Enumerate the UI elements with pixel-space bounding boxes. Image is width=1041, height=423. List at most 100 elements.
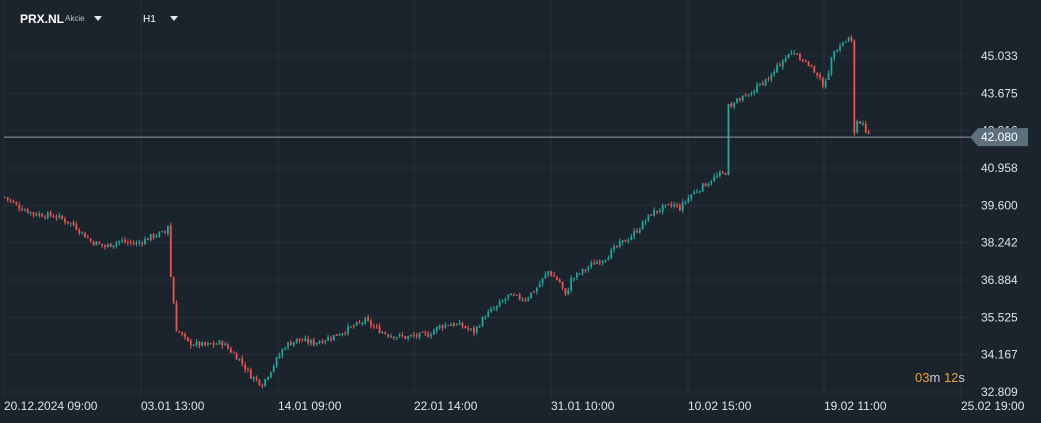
candle-body [398, 334, 401, 337]
candle-body [653, 210, 656, 217]
candle-body [21, 208, 23, 211]
candle [787, 53, 790, 59]
candle [859, 120, 861, 124]
candle-body [172, 277, 175, 304]
candle [284, 346, 287, 351]
candle [164, 230, 166, 235]
candle-body [164, 231, 166, 233]
countdown-seconds: 12 [943, 370, 959, 385]
candle-body [249, 369, 252, 379]
candle [759, 82, 761, 87]
candle [381, 330, 384, 334]
candle-body [473, 327, 475, 334]
candle-body [767, 78, 770, 80]
candle [264, 378, 267, 388]
candle-body [49, 211, 52, 217]
candle-body [696, 191, 698, 193]
candle-body [504, 298, 507, 301]
candle [378, 323, 381, 334]
candle-body [46, 212, 49, 218]
candle [58, 212, 61, 220]
candle [633, 227, 635, 240]
y-tick-label: 43.675 [981, 86, 1018, 100]
timeframe-selector[interactable]: H1 [143, 14, 156, 25]
candle [535, 287, 538, 295]
candle [92, 240, 95, 246]
candle-body [149, 234, 152, 241]
candle-body [355, 322, 358, 326]
candle [29, 211, 32, 216]
candle-body [109, 243, 112, 247]
candle [401, 331, 404, 338]
symbol-name[interactable]: PRX.NL [20, 12, 65, 26]
candle [810, 64, 813, 68]
candle [721, 170, 724, 175]
candle [753, 89, 756, 96]
candle-body [573, 277, 575, 279]
candle [696, 188, 698, 194]
candle [801, 58, 804, 63]
candle-body [227, 344, 229, 349]
candle-body [541, 278, 544, 284]
candle-body [132, 243, 135, 245]
candle-body [601, 260, 604, 263]
candle [241, 355, 244, 367]
candle-body [827, 73, 830, 80]
candle [616, 245, 618, 249]
candle-body [821, 78, 824, 86]
candle-body [395, 336, 398, 339]
candle-body [584, 269, 587, 271]
candle [9, 198, 12, 204]
candle-body [69, 222, 72, 224]
candle [804, 59, 807, 63]
candle-body [613, 246, 615, 250]
candle-body [790, 53, 793, 55]
candle-body [764, 79, 767, 86]
candle-body [733, 102, 736, 107]
candle-body [121, 240, 124, 242]
candle [593, 259, 595, 265]
candle [212, 340, 215, 348]
candle-body [281, 349, 284, 356]
candle [667, 203, 670, 206]
candle-body [441, 325, 444, 328]
candle [770, 72, 773, 83]
candle-body [209, 343, 212, 345]
candle-body [856, 120, 859, 133]
time-axis[interactable]: 20.12.2024 09:00 03.01 13:00 14.01 09:00 22… [4, 399, 1025, 413]
candle-body [515, 294, 518, 296]
candle [138, 239, 141, 246]
chart-grid [3, 0, 970, 397]
candle-body [713, 176, 716, 182]
candle-body [704, 183, 707, 187]
candle [478, 324, 481, 328]
candle-body [135, 242, 138, 244]
candle-body [661, 205, 664, 212]
price-axis[interactable]: 45.03343.67542.31640.95839.60038.24236.8… [981, 49, 1018, 399]
candle-body [298, 338, 301, 341]
candle-body [144, 238, 146, 245]
candle [784, 55, 787, 63]
candle [64, 216, 66, 225]
timeframe-dropdown-icon[interactable] [170, 16, 178, 21]
candle [704, 182, 707, 187]
candle [249, 367, 252, 379]
candle [710, 179, 713, 186]
candle-body [784, 58, 787, 62]
candle-body [86, 237, 89, 239]
candle [204, 341, 206, 347]
x-tick-label: 22.01 14:00 [414, 399, 478, 413]
candle [126, 239, 129, 246]
candle [736, 98, 738, 104]
candle [621, 240, 624, 246]
candle [390, 333, 392, 338]
candle-body [461, 323, 464, 327]
candle [335, 334, 338, 336]
candle [670, 201, 673, 209]
candle-body [241, 358, 244, 364]
candle [613, 244, 615, 253]
candle [533, 290, 535, 293]
candle-body [218, 340, 221, 345]
symbol-dropdown-icon[interactable] [94, 16, 102, 21]
